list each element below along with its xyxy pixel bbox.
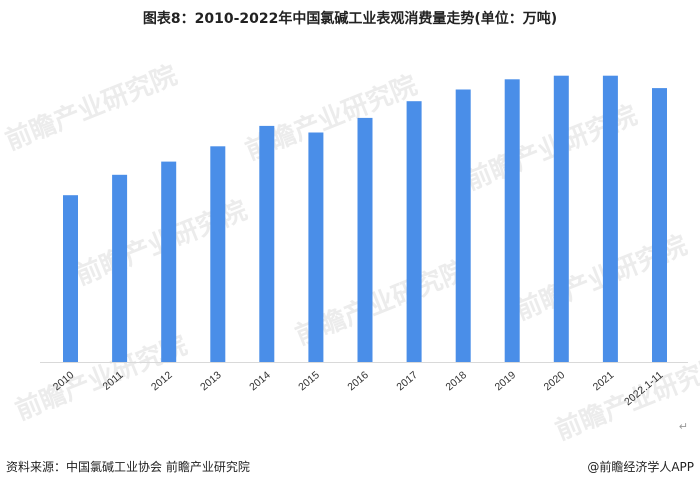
source-note: 资料来源：中国氯碱工业协会 前瞻产业研究院: [6, 460, 250, 474]
bar-2021: [602, 75, 618, 362]
x-tick-label: 2015: [296, 369, 322, 393]
watermark-text: 前瞻产业研究院: [1, 60, 181, 157]
return-mark: ↵: [678, 420, 688, 433]
x-tick-label: 2021: [591, 369, 617, 393]
bar-2013: [210, 146, 226, 362]
bar-2014: [259, 125, 275, 363]
bar-2022.1-11: [652, 88, 667, 362]
bar-2020: [553, 75, 569, 362]
x-tick-label: 2013: [198, 369, 224, 393]
bar-2015: [308, 132, 324, 362]
x-tick-label: 2014: [247, 369, 273, 393]
bar-2012: [161, 161, 177, 362]
x-tick-label: 2018: [443, 369, 469, 393]
chart-title: 图表8：2010-2022年中国氯碱工业表观消费量走势(单位：万吨): [142, 11, 558, 27]
x-tick-label: 2019: [493, 369, 519, 393]
x-tick-label: 2016: [345, 369, 371, 393]
x-tick-label: 2017: [394, 369, 420, 393]
brand-note: @前瞻经济学人APP: [587, 460, 694, 474]
bar-2017: [406, 101, 422, 362]
x-tick-label: 2020: [542, 369, 568, 393]
bar-2011: [112, 174, 128, 362]
bar-2016: [357, 117, 373, 363]
bars-group: [63, 75, 667, 363]
bar-2018: [455, 89, 471, 362]
bar-2010: [63, 195, 78, 362]
bar-2019: [504, 79, 520, 363]
